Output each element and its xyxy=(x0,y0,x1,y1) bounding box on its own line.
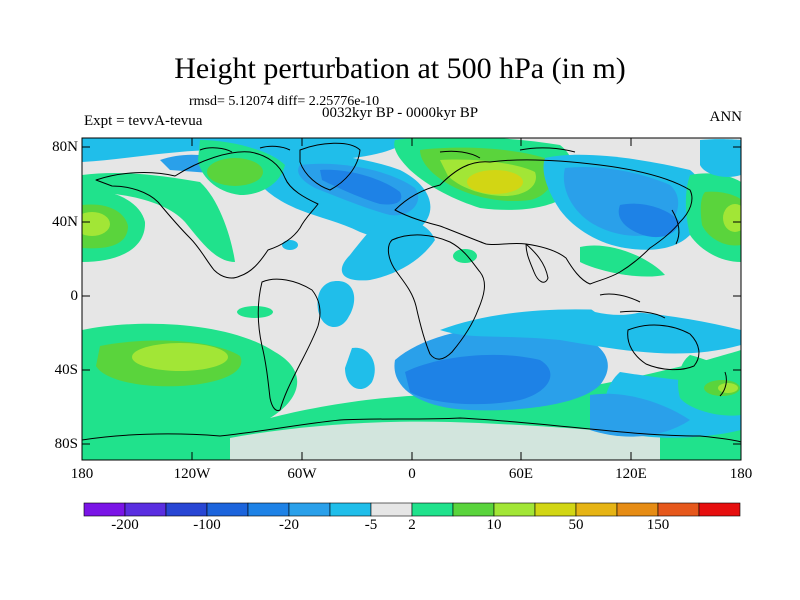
colorbar-label: 50 xyxy=(568,517,584,533)
colorbar-swatch xyxy=(452,502,495,517)
experiment-label: Expt = tevvA-tevua xyxy=(84,113,203,129)
colorbar-label: -5 xyxy=(364,517,378,533)
colorbar-label: -200 xyxy=(111,517,139,533)
lon-tick-label: 0 xyxy=(408,466,416,482)
colorbar-label: 10 xyxy=(486,517,502,533)
lon-tick-label: 180 xyxy=(70,466,94,482)
colorbar-swatch xyxy=(83,502,126,517)
colorbar-swatch xyxy=(165,502,208,517)
coastlines xyxy=(82,142,741,443)
colorbar-label: 150 xyxy=(646,517,670,533)
colorbar-swatch xyxy=(288,502,331,517)
colorbar-swatch xyxy=(370,502,413,517)
plot-title: Height perturbation at 500 hPa (in m) xyxy=(174,52,626,85)
colorbar-swatch xyxy=(206,502,249,517)
colorbar-swatch xyxy=(329,502,372,517)
stats-subtitle: rmsd= 5.12074 diff= 2.25776e-10 xyxy=(189,94,380,109)
lon-tick-label: 180 xyxy=(729,466,753,482)
colorbar-label: -20 xyxy=(279,517,299,533)
lon-tick-label: 120W xyxy=(173,466,211,482)
colorbar xyxy=(83,502,741,517)
colorbar-swatch xyxy=(124,502,167,517)
colorbar-swatch xyxy=(657,502,700,517)
colorbar-swatch xyxy=(616,502,659,517)
lat-tick-label: 80N xyxy=(52,139,78,155)
lon-tick-label: 60W xyxy=(287,466,317,482)
colorbar-swatch xyxy=(575,502,618,517)
lat-tick-label: 0 xyxy=(70,288,79,304)
season-label: ANN xyxy=(709,109,743,125)
colorbar-swatch xyxy=(493,502,536,517)
colorbar-label: 2 xyxy=(408,517,416,533)
colorbar-label: -100 xyxy=(193,517,221,533)
colorbar-swatch xyxy=(698,502,741,517)
lat-tick-label: 40N xyxy=(52,214,78,230)
colorbar-swatch xyxy=(247,502,290,517)
lat-tick-label: 40S xyxy=(54,362,78,378)
colorbar-swatch xyxy=(534,502,577,517)
colorbar-swatch xyxy=(411,502,454,517)
lon-tick-label: 120E xyxy=(615,466,647,482)
lon-tick-label: 60E xyxy=(508,466,534,482)
period-label: 0032kyr BP - 0000kyr BP xyxy=(322,105,479,121)
lat-tick-label: 80S xyxy=(54,436,78,452)
axis-ticks xyxy=(82,138,741,460)
perturbation-field xyxy=(82,138,741,460)
